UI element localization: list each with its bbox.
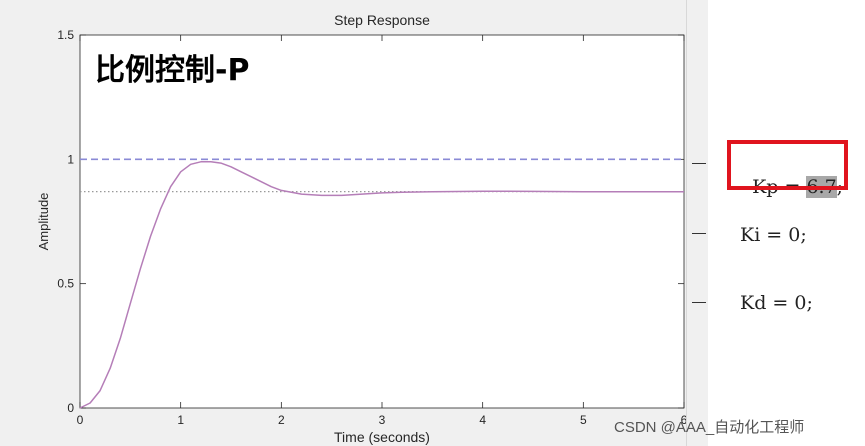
x-tick-label: 3 <box>379 413 386 427</box>
x-tick-label: 4 <box>479 413 486 427</box>
x-tick-label: 5 <box>580 413 587 427</box>
code-panel <box>708 0 865 446</box>
x-tick-label: 2 <box>278 413 285 427</box>
y-tick-label: 1 <box>67 152 74 166</box>
x-tick-label: 6 <box>681 413 686 427</box>
chart-title: Step Response <box>334 12 430 28</box>
step-response-chart: 0 1 2 3 4 5 6 0 0.5 1 1.5 Step Response Time (second… <box>0 0 686 446</box>
y-tick-label: 1.5 <box>57 28 74 42</box>
axes-box <box>79 34 685 409</box>
y-tick-label: 0 <box>67 401 74 415</box>
code-line-marker <box>692 233 706 234</box>
code-line-marker <box>692 302 706 303</box>
x-axis-label: Time (seconds) <box>334 429 430 445</box>
x-tick-label: 1 <box>177 413 184 427</box>
kd-code-line[interactable]: Kd = 0; <box>740 292 813 314</box>
watermark: CSDN @AAA_自动化工程师 <box>614 419 805 436</box>
ki-code-line[interactable]: Ki = 0; <box>740 224 807 246</box>
code-line-marker <box>692 163 706 164</box>
control-mode-annotation: 比例控制-P <box>95 53 249 88</box>
step-response-line <box>79 161 684 409</box>
kp-highlight-box <box>727 140 848 190</box>
x-tick-label: 0 <box>77 413 84 427</box>
y-tick-label: 0.5 <box>57 277 74 291</box>
panel-divider <box>686 0 709 446</box>
y-axis-label: Amplitude <box>36 193 51 251</box>
